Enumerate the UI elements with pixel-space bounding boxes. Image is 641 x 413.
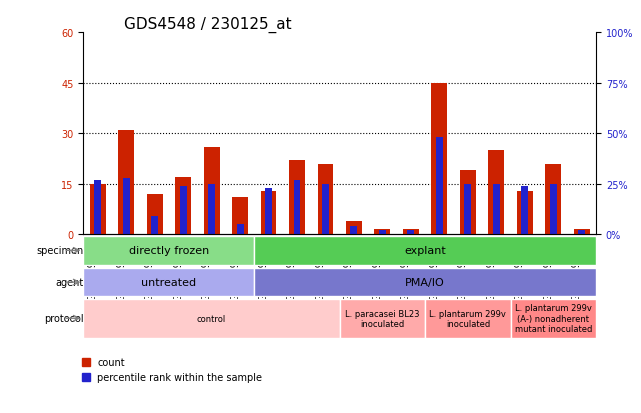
Bar	[521, 186, 528, 235]
FancyBboxPatch shape	[511, 299, 596, 338]
Bar	[379, 231, 386, 235]
Text: agent: agent	[55, 278, 83, 287]
Bar	[436, 138, 443, 235]
Text: PMA/IO: PMA/IO	[405, 278, 445, 287]
FancyBboxPatch shape	[425, 299, 511, 338]
Bar	[488, 151, 504, 235]
Bar	[431, 83, 447, 235]
Bar	[408, 231, 415, 235]
Bar	[237, 225, 244, 235]
Bar	[351, 227, 358, 235]
Bar	[179, 186, 187, 235]
Bar	[460, 171, 476, 235]
Text: L. paracasei BL23
inoculated: L. paracasei BL23 inoculated	[345, 309, 420, 328]
FancyBboxPatch shape	[254, 268, 596, 297]
Bar	[578, 231, 585, 235]
Text: GDS4548 / 230125_at: GDS4548 / 230125_at	[124, 17, 292, 33]
Bar	[317, 164, 333, 235]
Legend: count, percentile rank within the sample: count, percentile rank within the sample	[78, 354, 266, 386]
FancyBboxPatch shape	[254, 237, 596, 265]
Bar	[403, 230, 419, 235]
Bar	[322, 185, 329, 235]
Bar	[175, 178, 191, 235]
Text: control: control	[197, 314, 226, 323]
FancyBboxPatch shape	[83, 268, 254, 297]
FancyBboxPatch shape	[83, 299, 340, 338]
Bar	[94, 180, 101, 235]
Bar	[289, 161, 305, 235]
Bar	[550, 185, 557, 235]
FancyBboxPatch shape	[83, 237, 254, 265]
Bar	[265, 188, 272, 235]
Bar	[465, 185, 471, 235]
Bar	[260, 191, 276, 235]
Bar	[517, 191, 533, 235]
Bar	[346, 221, 362, 235]
Bar	[90, 185, 106, 235]
Text: specimen: specimen	[36, 246, 83, 256]
Bar	[151, 217, 158, 235]
Text: protocol: protocol	[44, 313, 83, 323]
Text: directly frozen: directly frozen	[129, 246, 209, 256]
Bar	[122, 178, 129, 235]
Bar	[374, 230, 390, 235]
FancyBboxPatch shape	[340, 299, 425, 338]
Text: L. plantarum 299v
inoculated: L. plantarum 299v inoculated	[429, 309, 506, 328]
Bar	[204, 147, 219, 235]
Bar	[208, 185, 215, 235]
Bar	[147, 195, 163, 235]
Bar	[493, 185, 500, 235]
Bar	[232, 198, 248, 235]
Text: explant: explant	[404, 246, 446, 256]
Bar	[545, 164, 562, 235]
Bar	[294, 180, 301, 235]
Bar	[118, 131, 134, 235]
Bar	[574, 230, 590, 235]
Text: untreated: untreated	[141, 278, 196, 287]
Text: L. plantarum 299v
(A-) nonadherent
mutant inoculated: L. plantarum 299v (A-) nonadherent mutan…	[515, 304, 592, 333]
